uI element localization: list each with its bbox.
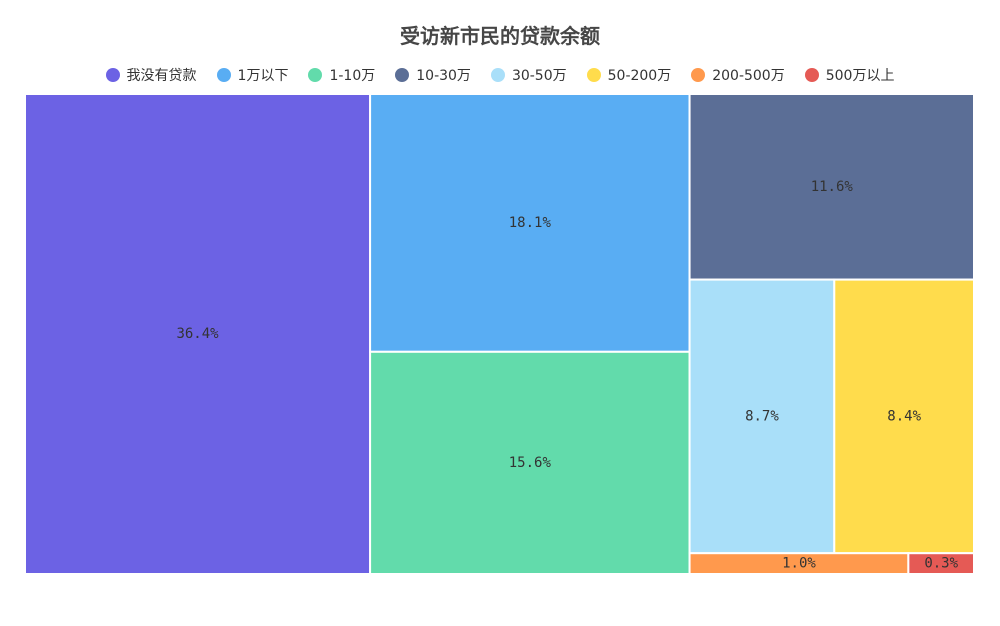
treemap-tile[interactable]: [24, 93, 372, 575]
tile-label: 36.4%: [176, 326, 219, 342]
treemap-tile[interactable]: [907, 552, 976, 576]
tile-label: 18.1%: [509, 215, 552, 231]
chart-title: 受访新市民的贷款余额: [400, 24, 600, 48]
legend: 我没有贷款 1万以下 1-10万 10-30万 30-50万 50-200万 200-500…: [0, 64, 1000, 86]
legend-swatch: [691, 68, 706, 82]
legend-item[interactable]: 500万以上: [804, 65, 895, 85]
legend-label: 1万以下: [237, 68, 289, 84]
legend-label: 200-500万: [712, 68, 785, 84]
legend-item[interactable]: 我没有贷款: [105, 65, 197, 85]
legend-swatch: [586, 68, 601, 82]
tile-label: 8.7%: [745, 408, 779, 424]
tile-label: 11.6%: [811, 179, 854, 195]
legend-swatch: [216, 68, 231, 82]
legend-item[interactable]: 50-200万: [586, 65, 672, 85]
legend-swatch: [105, 68, 120, 82]
legend-item[interactable]: 1万以下: [216, 65, 289, 85]
legend-swatch: [308, 68, 323, 82]
legend-swatch: [395, 68, 410, 82]
legend-label: 500万以上: [825, 68, 895, 84]
legend-swatch: [490, 68, 505, 82]
legend-label: 50-200万: [607, 68, 672, 84]
tile-label: 8.4%: [887, 408, 921, 424]
tile-label: 0.3%: [924, 556, 958, 572]
legend-item[interactable]: 10-30万: [395, 65, 471, 85]
legend-label: 我没有贷款: [126, 68, 197, 84]
treemap-tile[interactable]: [833, 278, 976, 555]
tile-label: 1.0%: [782, 556, 816, 572]
legend-item[interactable]: 200-500万: [691, 65, 785, 85]
legend-item[interactable]: 30-50万: [490, 65, 567, 85]
legend-swatch: [804, 68, 819, 82]
legend-label: 1-10万: [329, 68, 376, 84]
treemap-tile[interactable]: [369, 93, 691, 353]
legend-label: 30-50万: [511, 68, 567, 84]
legend-item[interactable]: 1-10万: [308, 65, 375, 85]
tile-label: 15.6%: [509, 455, 552, 471]
treemap-tile[interactable]: [369, 350, 691, 576]
legend-label: 10-30万: [416, 68, 471, 84]
